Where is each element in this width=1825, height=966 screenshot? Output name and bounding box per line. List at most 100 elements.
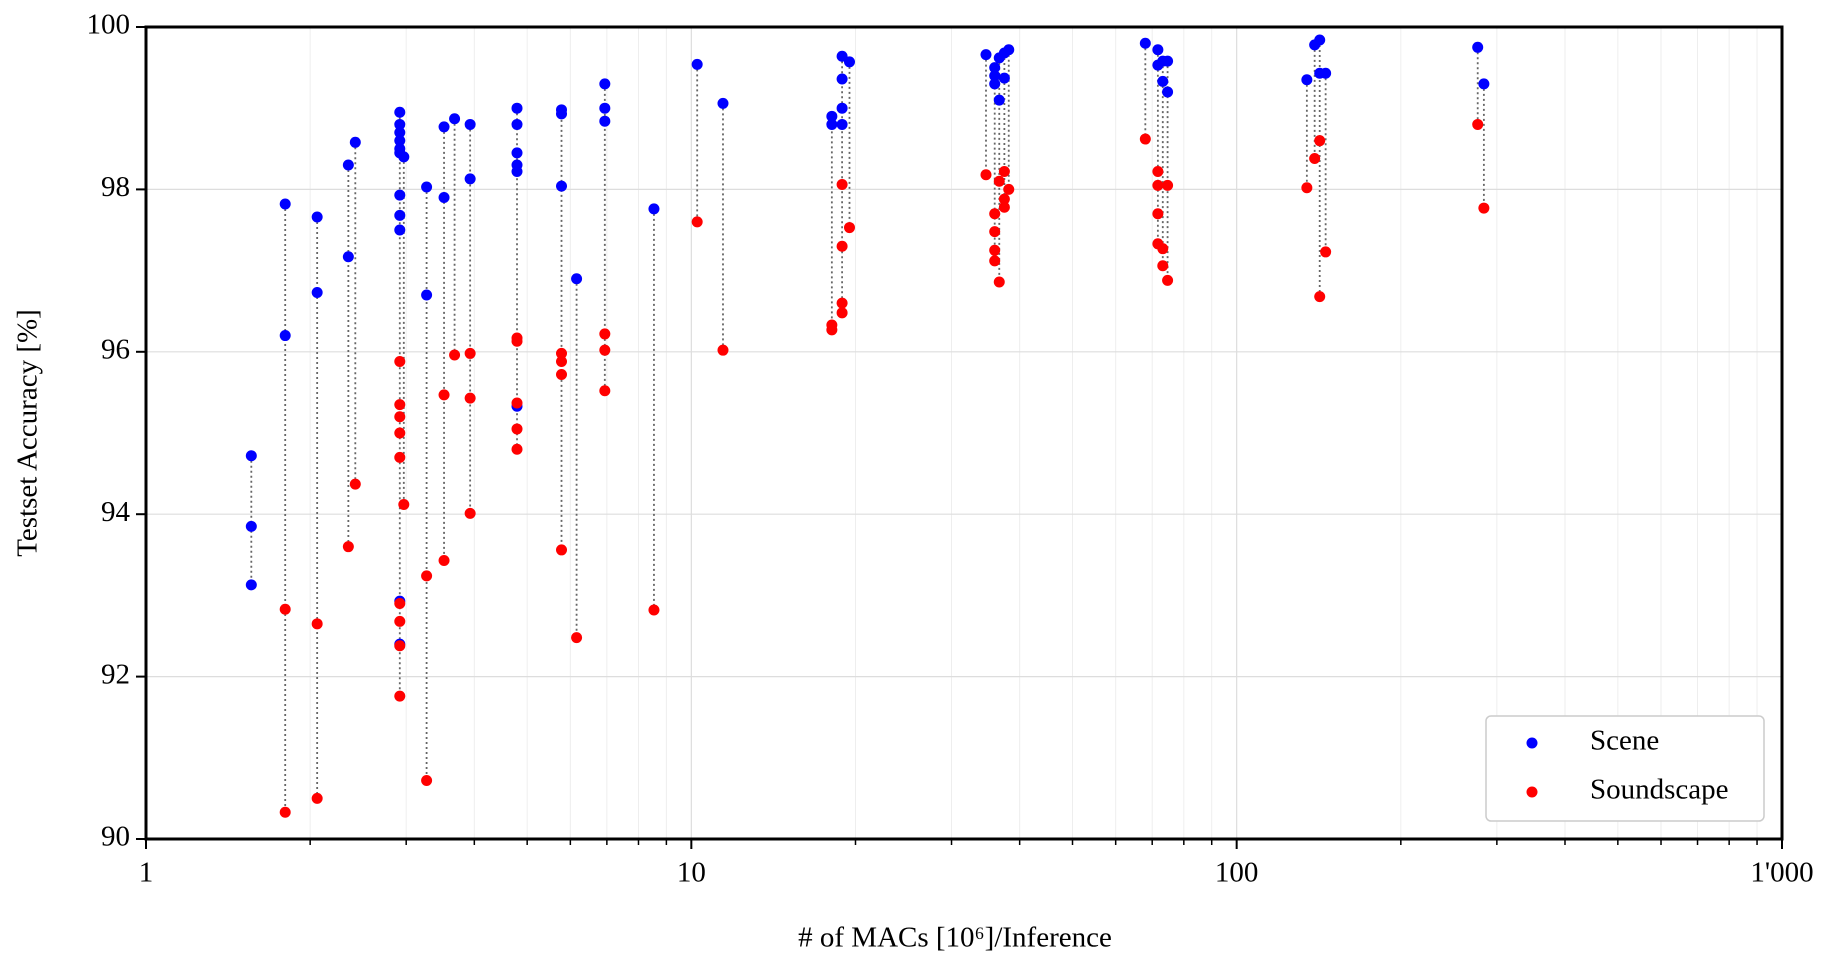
point	[717, 97, 729, 109]
legend-label: Soundscape	[1590, 774, 1729, 806]
connectors	[250, 39, 1485, 813]
grid	[136, 26, 1783, 849]
point	[1152, 44, 1164, 56]
point	[245, 450, 257, 462]
legend-label: Scene	[1590, 725, 1659, 757]
point	[1309, 153, 1321, 165]
point	[1162, 86, 1174, 98]
point	[421, 775, 433, 787]
point	[394, 127, 406, 139]
point	[980, 49, 992, 61]
y-tick-label: 100	[87, 9, 131, 41]
y-tick-label: 90	[101, 821, 130, 853]
point	[349, 136, 361, 148]
point	[511, 335, 523, 347]
point	[989, 62, 1001, 74]
point	[421, 289, 433, 301]
x-tick-label: 100	[1215, 857, 1259, 889]
x-tick-label: 1'000	[1750, 857, 1813, 889]
point	[464, 507, 476, 519]
point	[599, 115, 611, 127]
x-tick-label: 1	[139, 857, 154, 889]
point	[989, 244, 1001, 256]
point	[843, 56, 855, 68]
point	[394, 106, 406, 118]
point	[989, 226, 1001, 238]
point	[998, 193, 1010, 205]
point	[464, 118, 476, 130]
point	[438, 192, 450, 204]
point	[511, 423, 523, 435]
point	[989, 208, 1001, 220]
point	[421, 570, 433, 582]
point	[394, 427, 406, 439]
x-tick-label: 10	[677, 857, 706, 889]
point	[599, 78, 611, 90]
point	[989, 70, 1001, 82]
x-axis-label: # of MACs [10⁶]/Inference	[798, 922, 1112, 954]
point	[1152, 166, 1164, 178]
point	[511, 118, 523, 130]
point	[998, 166, 1010, 178]
point	[245, 520, 257, 532]
point	[826, 324, 838, 336]
point	[394, 189, 406, 201]
point	[836, 307, 848, 319]
point	[691, 58, 703, 70]
point	[1162, 55, 1174, 67]
point	[648, 203, 660, 215]
point	[511, 166, 523, 178]
y-axis-label: Testset Accuracy [%]	[12, 309, 44, 557]
points	[245, 34, 1490, 818]
point	[599, 102, 611, 114]
point	[1003, 44, 1015, 56]
point	[394, 399, 406, 411]
point	[556, 369, 568, 381]
point	[342, 251, 354, 263]
point	[394, 118, 406, 130]
legend-marker	[1526, 737, 1538, 749]
point	[342, 541, 354, 553]
point	[1472, 41, 1484, 53]
point	[836, 102, 848, 114]
point	[836, 73, 848, 85]
legend: Scene Soundscape	[1485, 715, 1765, 822]
point	[394, 209, 406, 221]
point	[989, 255, 1001, 267]
point	[836, 118, 848, 130]
point	[438, 389, 450, 401]
point	[836, 240, 848, 252]
point	[1314, 291, 1326, 303]
point	[1478, 78, 1490, 90]
point	[1157, 75, 1169, 87]
point	[394, 135, 406, 147]
point	[421, 181, 433, 193]
point	[599, 328, 611, 340]
point	[599, 385, 611, 397]
point	[1162, 274, 1174, 286]
point	[556, 180, 568, 192]
point	[279, 198, 291, 210]
point	[1314, 135, 1326, 147]
point	[464, 173, 476, 185]
point	[1152, 208, 1164, 220]
point	[826, 118, 838, 130]
point	[993, 94, 1005, 106]
point	[394, 598, 406, 610]
point	[394, 690, 406, 702]
point	[394, 615, 406, 627]
point	[989, 78, 1001, 90]
point	[1157, 260, 1169, 272]
point	[449, 349, 461, 361]
y-tick-label: 96	[101, 333, 130, 365]
point	[556, 544, 568, 556]
point	[279, 603, 291, 615]
legend-marker	[1526, 786, 1538, 798]
point	[843, 222, 855, 234]
point	[311, 211, 323, 223]
point	[691, 216, 703, 228]
point	[993, 276, 1005, 288]
plot-frame	[144, 25, 1784, 841]
point	[980, 169, 992, 181]
